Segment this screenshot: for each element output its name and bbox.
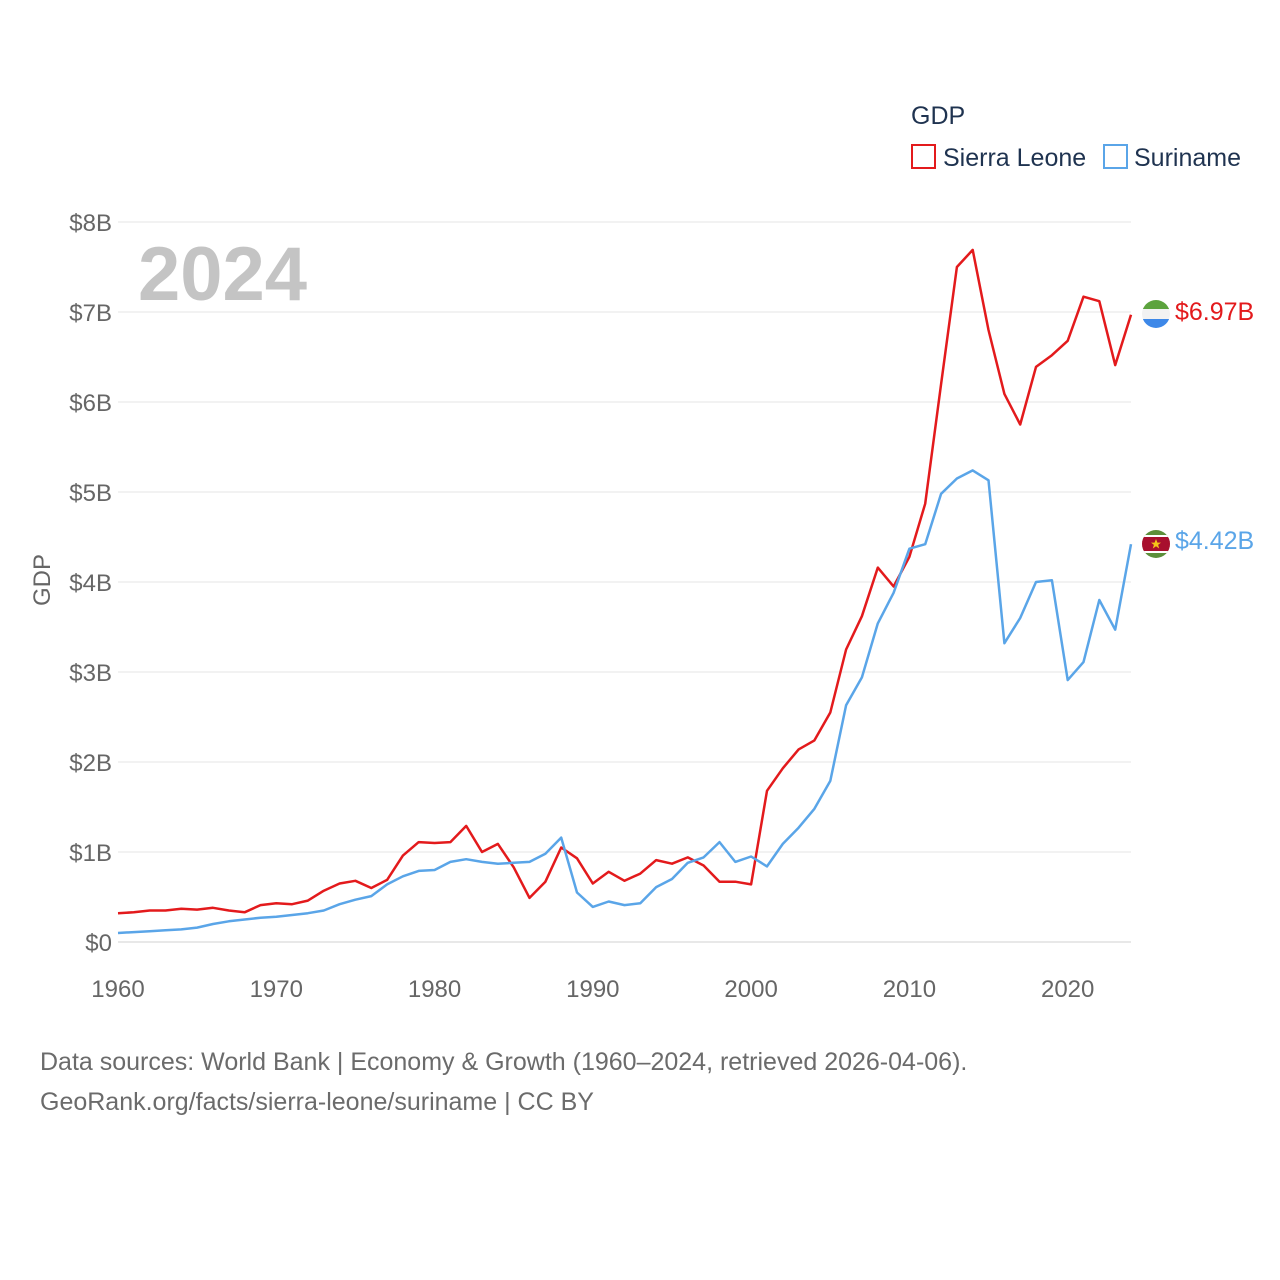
legend: GDP Sierra Leone Suriname: [911, 102, 1241, 172]
data-source-footer: Data sources: World Bank | Economy & Gro…: [40, 1042, 967, 1122]
y-tick-label: $7B: [69, 300, 112, 327]
y-axis-ticks: $0 $1B $2B $3B $4B $5B $6B $7B $8B: [69, 210, 112, 957]
footer-line-attribution[interactable]: GeoRank.org/facts/sierra-leone/suriname …: [40, 1088, 594, 1116]
y-tick-label: $1B: [69, 840, 112, 867]
y-tick-label: $4B: [69, 570, 112, 597]
end-label-sierra-leone: $6.97B: [1175, 298, 1254, 326]
series-line-suriname: [117, 469, 1133, 935]
x-tick-label: 2020: [1041, 976, 1094, 1003]
suriname-flag-icon: [1142, 530, 1170, 558]
y-tick-label: $5B: [69, 480, 112, 507]
legend-swatch-sierra-leone: [911, 144, 936, 169]
y-tick-label: $0: [85, 930, 112, 957]
x-tick-label: 1970: [250, 976, 303, 1003]
y-tick-label: $2B: [69, 750, 112, 777]
series-line-sierra-leone: [117, 248, 1133, 915]
end-label-suriname: $4.42B: [1175, 527, 1254, 555]
x-tick-label: 2010: [883, 976, 936, 1003]
y-tick-label: $8B: [69, 210, 112, 237]
x-tick-label: 1960: [91, 976, 144, 1003]
year-label: 2024: [138, 232, 307, 317]
y-tick-label: $6B: [69, 390, 112, 417]
sierra-leone-flag-icon: [1142, 300, 1170, 328]
series-lines: [117, 248, 1133, 935]
legend-label-sierra-leone[interactable]: Sierra Leone: [943, 144, 1086, 172]
y-axis-title: GDP: [29, 554, 56, 606]
x-axis-ticks: 1960 1970 1980 1990 2000 2010 2020: [91, 976, 1094, 1003]
x-tick-label: 1990: [566, 976, 619, 1003]
legend-title: GDP: [911, 102, 965, 130]
grid: [118, 221, 1131, 943]
legend-label-suriname[interactable]: Suriname: [1134, 144, 1241, 172]
x-tick-label: 2000: [724, 976, 777, 1003]
footer-line-sources: Data sources: World Bank | Economy & Gro…: [40, 1048, 968, 1076]
x-tick-label: 1980: [408, 976, 461, 1003]
y-tick-label: $3B: [69, 660, 112, 687]
legend-swatch-suriname: [1103, 144, 1128, 169]
